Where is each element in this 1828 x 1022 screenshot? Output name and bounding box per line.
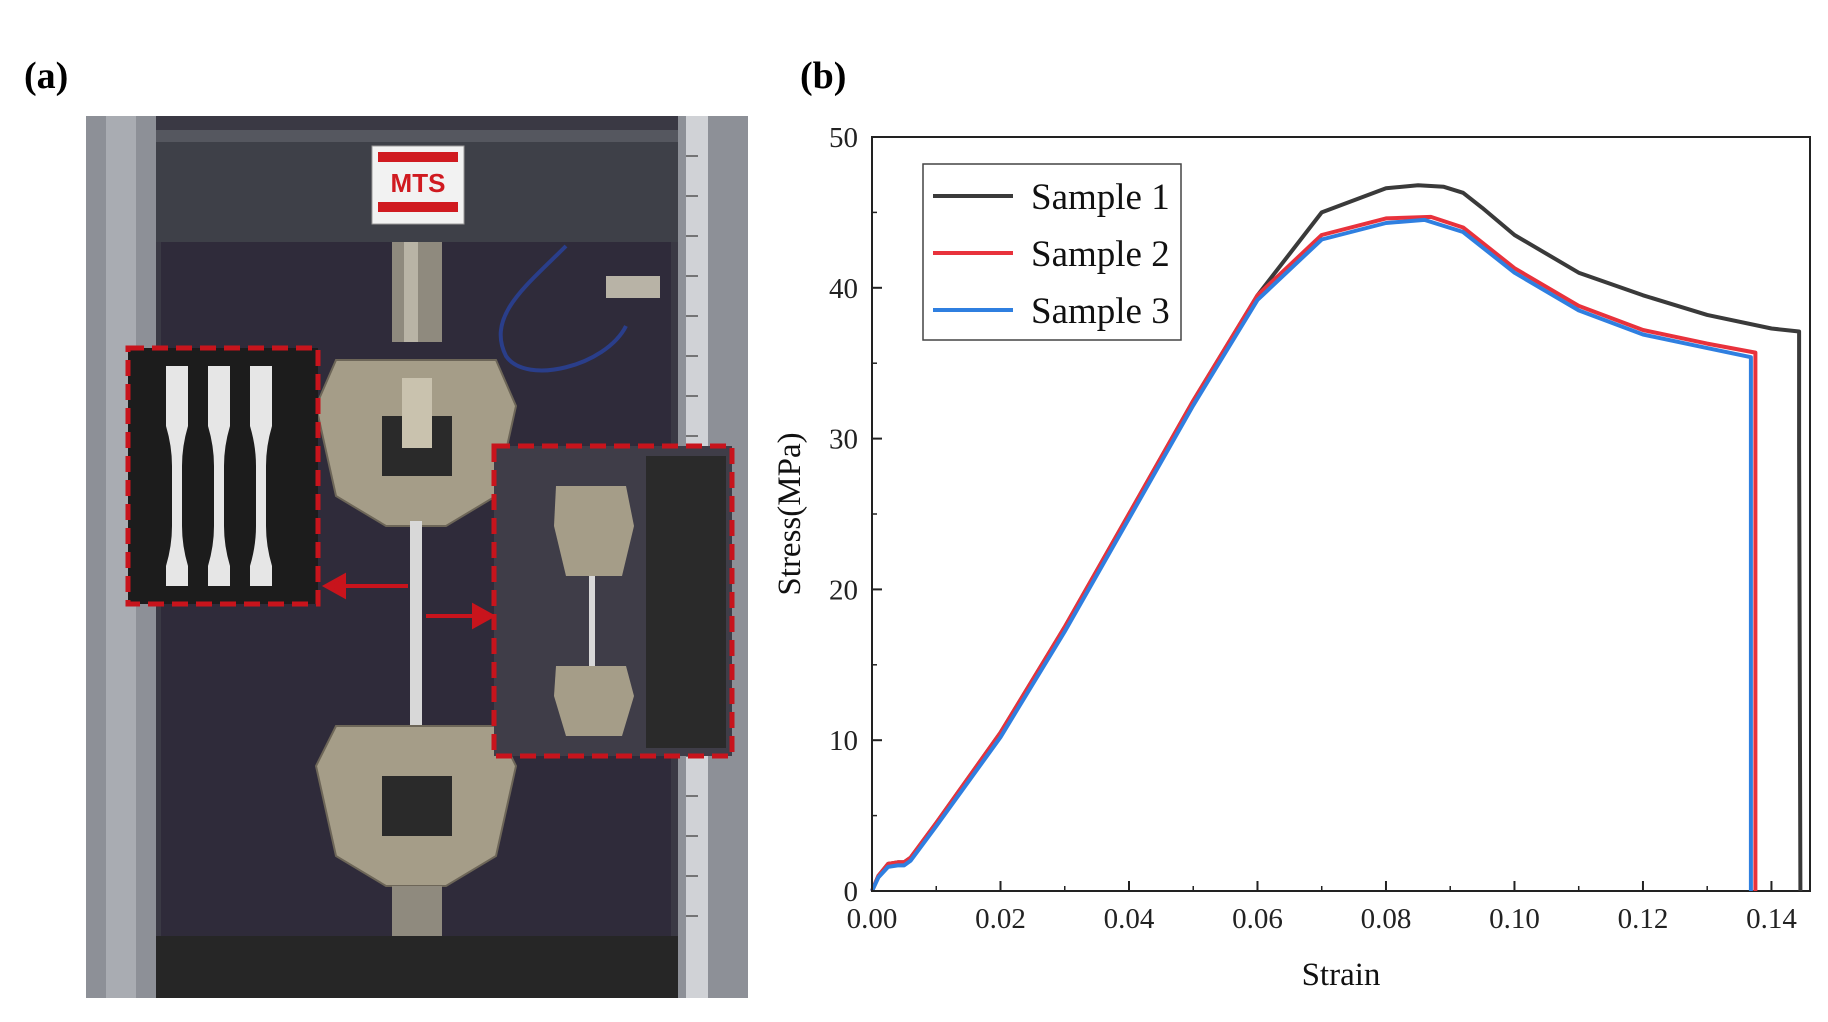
x-tick-label: 0.04 [1104,903,1155,935]
x-tick-label: 0.12 [1618,903,1669,935]
y-tick-label: 10 [829,725,858,757]
legend-label-sample-1: Sample 1 [1031,177,1170,218]
panel-label-b: (b) [800,55,847,97]
machine-base [156,936,678,998]
mts-logo-text: MTS [391,168,446,198]
x-axis-title: Strain [1302,957,1381,993]
y-tick-label: 20 [829,574,858,606]
y-tick-label: 40 [829,273,858,305]
dogbone-specimens [166,366,272,586]
y-tick-label: 30 [829,424,858,456]
x-tick-label: 0.08 [1361,903,1412,935]
y-axis-title: Stress(MPa) [772,432,808,595]
x-axis-ticks: 0.00 0.02 0.04 0.06 0.08 0.10 0.12 0.14 [847,881,1797,935]
legend-label-sample-2: Sample 2 [1031,234,1170,275]
legend: Sample 1 Sample 2 Sample 3 [922,163,1182,341]
series-line-sample-3 [870,217,1753,892]
y-tick-label: 50 [829,122,858,154]
extensometer-cable [498,244,628,373]
x-tick-label: 0.06 [1232,903,1283,935]
panel-label-a: (a) [24,55,69,97]
x-tick-label: 0.02 [975,903,1026,935]
series-layer [870,183,1803,892]
legend-label-sample-3: Sample 3 [1031,291,1170,332]
x-tick-label: 0.14 [1746,903,1797,935]
tensile-machine-photo: MTS [86,116,748,998]
x-tick-label: 0.00 [847,903,898,935]
y-tick-label: 0 [844,876,859,908]
y-axis-ticks: 0 10 20 30 40 50 [829,122,882,908]
inset-arrows [321,572,497,630]
test-specimen [410,521,422,751]
series-line-sample-2 [870,214,1758,892]
x-tick-label: 0.10 [1489,903,1540,935]
